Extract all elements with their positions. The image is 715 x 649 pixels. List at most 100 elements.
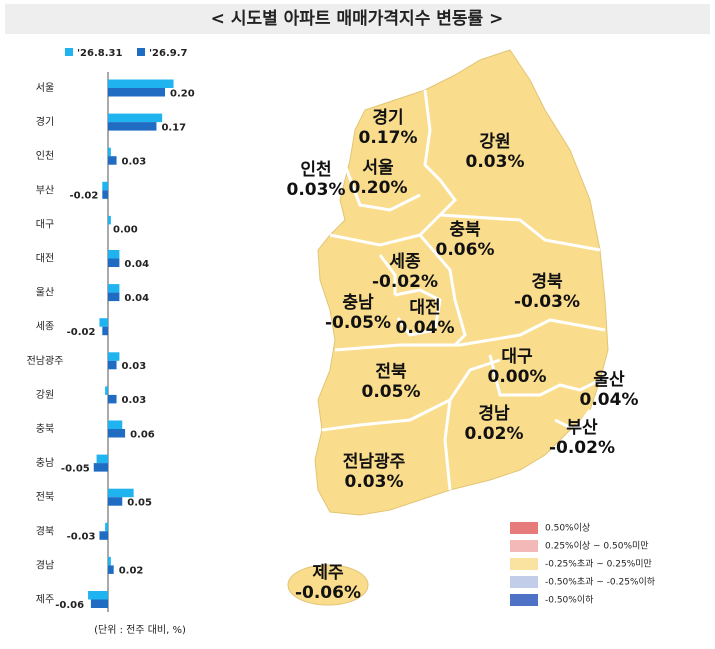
legend-swatch [137,48,145,56]
value-label: 0.03 [122,361,147,372]
region-value: 0.05% [362,382,421,402]
bar [108,361,117,370]
legend-swatch [65,48,73,56]
bar [102,327,108,336]
bar [108,250,119,259]
legend-label: '26.9.7 [149,48,188,59]
category-label: 경기 [36,115,54,128]
region-value: 0.04% [580,390,639,410]
bar [108,284,119,293]
category-label: 충북 [36,423,54,435]
map-legend-label: -0.50%초과 ~ -0.25%이하 [545,577,656,588]
value-label: -0.05 [61,463,90,474]
map-legend-label: 0.25%이상 ~ 0.50%미만 [545,541,649,552]
value-label: -0.02 [67,327,96,338]
category-label: 부산 [36,184,54,196]
category-label: 울산 [36,287,54,299]
region-value: -0.03% [514,292,580,312]
map-legend-swatch [510,558,538,570]
region-name: 강원 [479,132,510,152]
value-label: 0.04 [124,259,149,270]
region-name: 경기 [372,108,403,128]
bar [105,523,108,532]
category-label: 경북 [36,524,54,537]
map-legend-swatch [510,576,538,588]
region-value: 0.00% [488,367,547,387]
region-value: -0.06% [295,583,361,603]
region-value: 0.17% [359,128,418,148]
bar [108,497,122,506]
bar [108,122,156,131]
category-label: 서울 [36,82,54,94]
map-legend-swatch [510,594,538,606]
category-label: 충남 [36,457,54,469]
region-value: 0.02% [465,424,524,444]
bar [108,156,117,165]
region-name: 전남광주 [343,452,406,472]
bar [108,114,162,123]
bar [99,531,108,540]
region-value: 0.03% [466,152,525,172]
region-value: 0.06% [436,240,495,260]
bar [108,395,117,404]
bar [97,455,108,464]
category-label: 대구 [36,218,54,230]
value-label: 0.06 [130,429,155,440]
region-name: 세종 [389,252,421,272]
category-label: 경남 [36,558,54,571]
value-label: 0.05 [127,497,152,508]
value-label: 0.03 [122,395,147,406]
category-label: 세종 [36,321,54,333]
bar [108,421,122,430]
bar [108,557,111,566]
region-name: 인천 [300,160,331,180]
region-name: 대전 [409,298,440,318]
unit-note: (단위 : 전주 대비, %) [94,623,186,636]
map: 경기0.17%인천0.03%서울0.20%강원0.03%충북0.06%세종-0.… [287,50,656,606]
value-label: 0.17 [161,122,186,133]
value-label: -0.06 [55,600,84,611]
region-name: 충북 [449,220,481,240]
map-legend-label: -0.50%이하 [545,595,594,606]
bar [102,190,108,199]
category-label: 전북 [36,491,54,503]
category-label: 전남광주 [27,355,64,367]
category-label: 제주 [36,594,54,606]
region-name: 제주 [312,563,344,583]
bar [108,489,134,498]
region-value: 0.03% [345,472,404,492]
region-name: 대구 [501,347,533,367]
bar [91,600,108,609]
title: < 시도별 아파트 매매가격지수 변동률 > [211,9,504,29]
region-value: 0.03% [287,180,346,200]
bar [108,216,111,225]
legend-label: '26.8.31 [77,48,122,59]
bar [108,259,119,268]
bar [108,352,119,361]
region-name: 충남 [342,293,374,313]
region-name: 경남 [478,404,510,424]
region-name: 부산 [566,418,598,438]
value-label: 0.02 [119,566,144,577]
bar [108,429,125,438]
value-label: 0.04 [124,293,149,304]
region-value: 0.20% [349,178,408,198]
bar [108,148,111,157]
bar [88,591,108,600]
region-name: 울산 [593,370,625,390]
category-label: 대전 [36,253,54,265]
bar [99,318,108,327]
value-label: 0.03 [122,156,147,167]
region-value: -0.02% [372,272,438,292]
region-name: 전북 [375,362,407,382]
region-name: 경북 [531,272,563,292]
map-legend-swatch [510,540,538,552]
region-name: 서울 [362,158,394,178]
value-label: -0.02 [69,191,98,202]
region-value: -0.02% [549,438,615,458]
bar [108,88,165,97]
bar [105,386,108,395]
value-label: 0.00 [113,225,138,236]
map-legend-label: 0.50%이상 [545,523,590,534]
